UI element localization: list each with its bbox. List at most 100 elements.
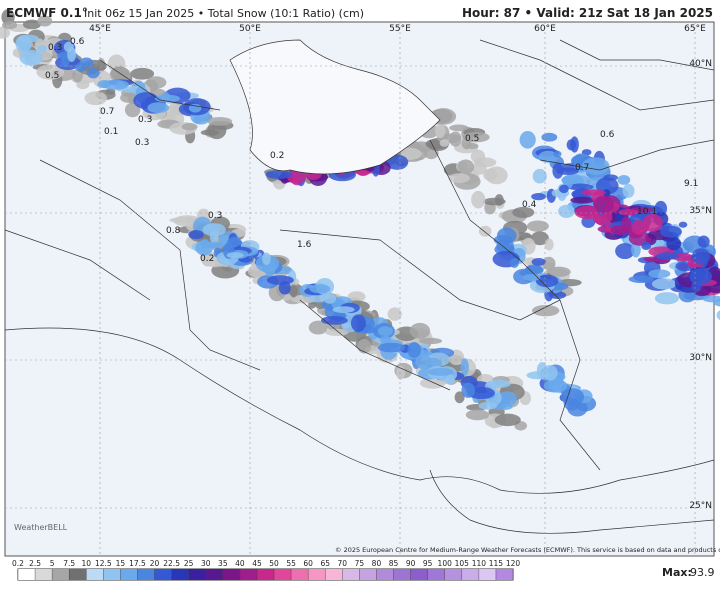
snow-blob (409, 322, 431, 339)
snow-blob (622, 183, 635, 198)
snow-blob (691, 248, 711, 265)
snow-blob (648, 269, 671, 279)
snow-blob (628, 275, 654, 283)
colorbar-segment (222, 569, 240, 580)
snow-blob (610, 225, 629, 235)
colorbar-tick-label: 65 (320, 559, 330, 568)
snow-blob (323, 293, 337, 304)
lon-label: 65°E (684, 24, 706, 34)
snow-blob (595, 177, 619, 195)
snow-blob (570, 196, 595, 204)
colorbar-segment (52, 569, 70, 580)
snow-blob (181, 122, 198, 131)
snow-amount: 0.2 (270, 151, 284, 161)
snow-blob (419, 337, 443, 345)
snow-blob (419, 377, 446, 389)
colorbar-tick-label: 15 (116, 559, 126, 568)
snow-blob (473, 157, 497, 168)
snow-blob (542, 364, 558, 381)
snow-blob (570, 136, 579, 153)
snow-blob (642, 213, 663, 232)
snow-blob (544, 238, 554, 251)
colorbar-segment (120, 569, 138, 580)
snow-blob (357, 338, 372, 354)
colorbar-tick-label: 12.5 (95, 559, 112, 568)
snow-blob (76, 79, 90, 90)
snow-blob (541, 132, 558, 142)
snow-blob (278, 281, 291, 295)
colorbar-segment (427, 569, 445, 580)
snow-amount: 0.7 (100, 107, 114, 117)
model-name: ECMWF 0.1° (6, 6, 88, 20)
snow-blob (350, 314, 366, 332)
snow-blob (542, 256, 556, 271)
graticule (5, 22, 714, 556)
colorbar-segment (239, 569, 257, 580)
snow-blob (471, 190, 486, 209)
colorbar-tick-label: 5 (50, 559, 55, 568)
lon-label: 55°E (389, 24, 411, 34)
colorbar-segment (359, 569, 377, 580)
colorbar-segment (188, 569, 206, 580)
snow-blob (448, 173, 470, 183)
snow-blob (526, 220, 549, 232)
snow-blob (482, 197, 506, 206)
colorbar-tick-label: 45 (252, 559, 262, 568)
snow-blob (465, 409, 490, 421)
snow-blob (531, 193, 546, 201)
snow-field (0, 9, 720, 431)
snow-blob (581, 157, 610, 175)
snow-amount: 0.5 (465, 134, 479, 144)
snow-blob (697, 235, 710, 248)
colorbar-segment (495, 569, 513, 580)
max-value: 93.9 (690, 566, 715, 579)
snow-blob (200, 129, 220, 136)
colorbar-tick-label: 60 (303, 559, 313, 568)
colorbar-segment (86, 569, 104, 580)
colorbar-tick-label: 105 (455, 559, 470, 568)
colorbar-tick-label: 50 (269, 559, 279, 568)
snow-blob (130, 67, 155, 80)
snow-blob (530, 231, 549, 246)
colorbar-segment (205, 569, 223, 580)
colorbar-segment (274, 569, 292, 580)
snow-blob (120, 92, 137, 103)
snow-amount: 0.6 (600, 130, 615, 140)
snow-blob (543, 378, 568, 393)
snow-amount: 1.6 (297, 240, 312, 250)
snow-amount: 0.1 (104, 127, 118, 137)
snow-blob (36, 64, 65, 80)
colorbar-tick-label: 22.5 (163, 559, 180, 568)
snow-blob (147, 102, 170, 114)
snow-blob (716, 310, 720, 321)
snow-blob (67, 46, 77, 63)
colorbar-tick-label: 120 (506, 559, 521, 568)
snow-amount: 0.3 (208, 211, 222, 221)
snow-blob (146, 76, 167, 89)
colorbar-segment (103, 569, 121, 580)
colorbar-tick-label: 0.2 (12, 559, 24, 568)
snow-blob (496, 227, 517, 244)
colorbar-tick-label: 10 (82, 559, 92, 568)
snow-blob (377, 342, 406, 353)
colorbar-segment (35, 569, 53, 580)
colorbar-tick-label: 100 (438, 559, 453, 568)
colorbar-segment (478, 569, 496, 580)
lat-label: 35°N (689, 206, 712, 216)
snow-blob (427, 367, 454, 376)
colorbar-tick-label: 75 (355, 559, 365, 568)
snow-blob (309, 284, 331, 294)
snow-blob (332, 306, 355, 313)
colorbar-segment (308, 569, 326, 580)
snow-blob (454, 391, 465, 404)
snow-amount: 0.2 (200, 254, 214, 264)
colorbar-tick-label: 90 (406, 559, 416, 568)
snow-blob (678, 221, 688, 228)
colorbar-tick-label: 35 (218, 559, 228, 568)
snow-blob (478, 225, 492, 237)
lon-label: 60°E (534, 24, 556, 34)
colorbar-tick-label: 30 (201, 559, 211, 568)
snow-amount: 0.3 (138, 115, 152, 125)
lon-label: 45°E (89, 24, 111, 34)
